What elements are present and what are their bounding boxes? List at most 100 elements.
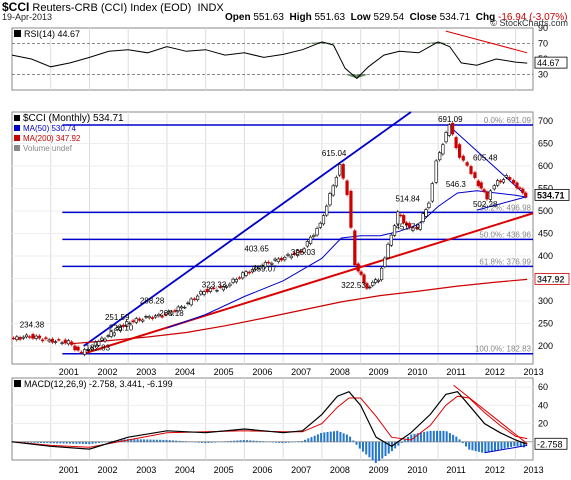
channel-lower-trendline [83,212,534,355]
macd-histogram-bar [429,430,432,443]
price-candle-body [362,274,366,284]
price-candle-body [18,337,22,340]
macd-histogram-bar [519,441,522,447]
macd-histogram-bar [287,441,290,443]
macd-histogram-bar [403,439,406,443]
price-candle-body [441,144,445,155]
macd-histogram-bar [332,431,335,443]
bottom-x-tick-label: 2012 [485,465,505,475]
macd-histogram-bar [361,441,364,452]
macd-histogram-bar [416,433,419,443]
price-point-label: 605.48 [473,154,498,163]
macd-last-label: -2.758 [537,439,563,449]
macd-histogram-bar [497,441,500,451]
price-candle-body [199,291,203,295]
macd-histogram-bar [85,441,88,445]
macd-histogram-bar [310,437,313,443]
price-tick-label: 600 [538,161,553,171]
price-candle-body [482,189,486,192]
macd-tick-label: 20 [538,419,548,429]
price-candle-body [37,335,42,339]
fib-level-label: 61.8%: 376.99 [479,257,531,266]
price-candle-body [389,234,393,246]
price-candle-body [371,281,375,286]
macd-histogram-bar [452,434,455,443]
macd-histogram-bar [65,441,68,444]
price-candle-body [34,335,38,339]
macd-histogram-bar [75,441,78,444]
macd-histogram-bar [461,441,464,444]
macd-frame [11,377,534,461]
macd-histogram-bar [329,431,332,443]
price-x-tick-label: 2008 [330,367,350,377]
price-candle-body [15,336,19,341]
price-point-label: 514.84 [395,194,420,203]
price-candle-body [186,302,190,305]
price-candle-body [341,164,345,179]
price-candle-body [498,180,503,183]
price-candle-body [345,180,349,195]
macd-histogram-bar [72,441,75,444]
price-candle-body [76,346,80,351]
price-candle-body [131,320,135,323]
price-candle-body [273,258,277,261]
macd-histogram-bar [490,441,493,452]
price-candle-body [137,318,142,321]
price-candle-body [53,341,58,343]
price-candle-body [496,180,500,186]
macd-histogram-bar [197,441,200,443]
price-candle-body [173,310,177,312]
price-candle-body [163,313,167,316]
price-candle-body [183,306,187,309]
price-legend-swatch [14,135,20,141]
macd-histogram-bar [522,441,525,448]
macd-histogram-bar [349,436,352,443]
price-candle-body [386,243,390,258]
macd-histogram-bar [249,440,252,443]
price-candle-body [299,250,303,253]
rsi-frame [11,27,534,91]
price-candle-body [276,258,280,263]
date-label: 19-Apr-2013 [2,12,53,22]
price-candle-body [141,319,145,322]
price-candle-body [109,331,113,337]
macd-histogram-bar [278,441,281,443]
price-last-label: 347.92 [537,274,565,284]
price-x-tick-label: 2010 [407,367,427,377]
price-candle-body [60,342,64,344]
price-candle-body [83,349,87,355]
macd-trendline-upper [453,384,528,444]
symbol-label: $CCI [2,0,30,14]
price-legend-entry: $CCI (Monthly) 534.71 [23,113,124,124]
price-point-label: 234.38 [20,321,45,330]
price-candle-body [492,185,496,190]
price-candle-body [279,258,284,261]
macd-histogram-bar [442,430,445,443]
price-panel: 7006506005505004504003503002502000.0%: 6… [11,111,570,377]
price-tick-label: 300 [538,296,553,306]
price-candle-body [192,298,196,300]
macd-histogram-bar [146,439,149,443]
macd-histogram-bar [513,441,516,447]
macd-histogram-bar [284,441,287,443]
price-candle-body [338,164,342,176]
price-candle-body [521,188,525,194]
fib-level-label: 100.0%: 182.83 [475,345,532,354]
macd-histogram-bar [68,441,71,444]
price-candle-body [237,277,242,279]
macd-histogram-bar [374,441,377,463]
macd-trendline-lower [484,444,528,454]
macd-histogram-bar [56,441,59,444]
price-candle-body [430,183,434,202]
rsi-last-badge [534,56,568,69]
price-candle-body [396,211,400,225]
price-candle-body [28,336,32,338]
macd-histogram-bar [471,441,474,451]
macd-histogram-bar [455,436,458,443]
price-candle-body [508,177,512,180]
macd-histogram-bar [345,434,348,443]
price-candle-body [31,334,35,339]
price-candle-body [305,241,309,247]
macd-tick-label: 40 [538,400,548,410]
price-candle-body [79,351,83,354]
